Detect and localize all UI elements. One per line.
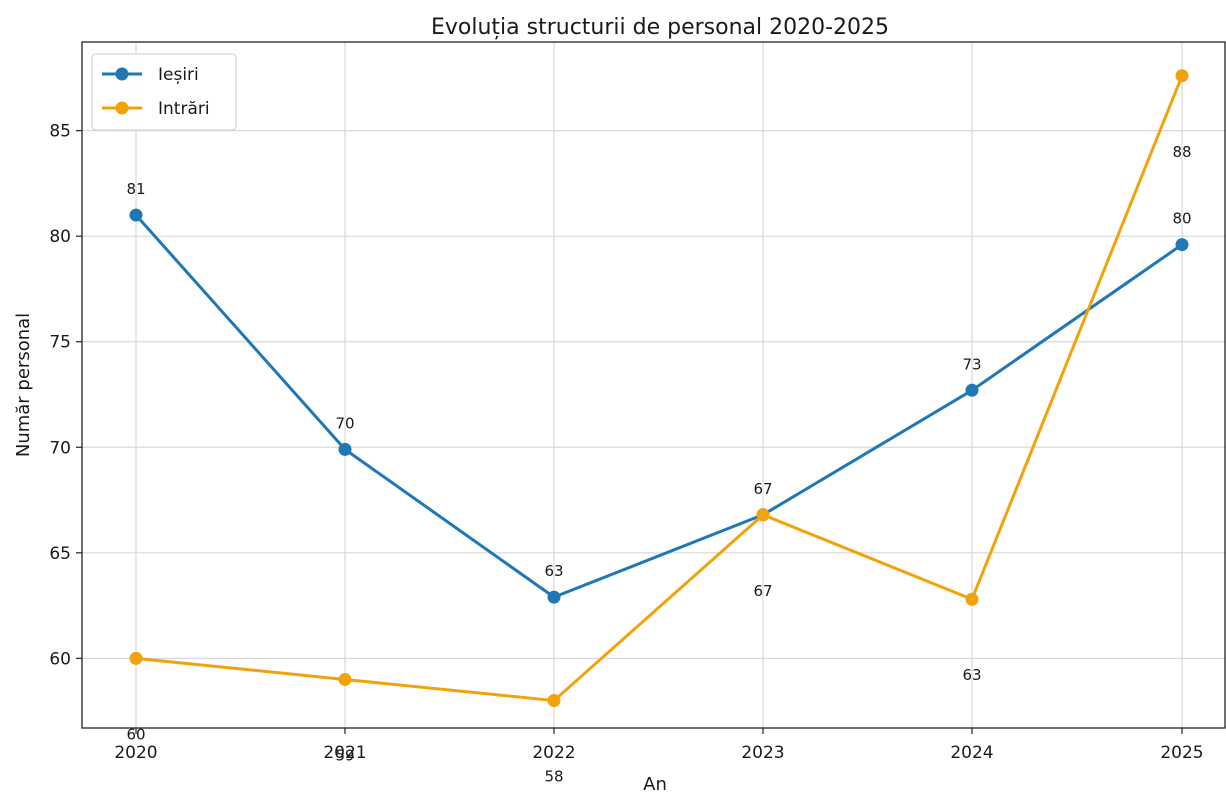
grid [82, 42, 1226, 728]
y-axis-ticks: 60 65 70 75 80 85 [49, 122, 82, 669]
legend: Ieșiri Intrări [91, 53, 237, 131]
data-label-intrari: 63 [962, 666, 981, 684]
legend-swatch-marker [115, 67, 129, 81]
series-line-iesiri [134, 214, 1183, 599]
data-label-iesiri: 81 [126, 180, 145, 198]
data-label-intrari: 58 [544, 768, 563, 786]
x-tick-label: 2025 [1160, 743, 1203, 763]
data-point [965, 383, 979, 397]
data-point [338, 442, 352, 456]
data-point [129, 208, 143, 222]
x-tick-label: 2022 [532, 743, 575, 763]
series-line-intrari [135, 75, 1184, 703]
data-label-iesiri: 73 [962, 355, 981, 373]
chart-title: Evoluția structurii de personal 2020-202… [431, 15, 889, 40]
data-label-intrari: 67 [753, 582, 772, 600]
plot-frame [81, 41, 1226, 729]
x-axis-title: An [643, 774, 667, 794]
y-tick-label: 60 [49, 649, 71, 669]
series-lines [129, 69, 1189, 708]
data-point [1175, 238, 1189, 252]
data-label-intrari: 88 [1172, 143, 1191, 161]
data-point [965, 592, 979, 606]
data-point [756, 508, 770, 522]
y-tick-label: 85 [49, 122, 71, 142]
data-point [547, 694, 561, 708]
y-tick-label: 70 [49, 438, 71, 458]
data-point [1175, 69, 1189, 83]
data-point [547, 590, 561, 604]
legend-label: Intrări [158, 99, 210, 119]
data-label-intrari: 59 [335, 746, 354, 764]
x-tick-label: 2021 [323, 743, 366, 763]
y-tick-label: 80 [49, 227, 71, 247]
data-label-iesiri: 63 [544, 562, 563, 580]
data-point [129, 651, 143, 665]
legend-label: Ieșiri [158, 65, 199, 85]
data-label-iesiri: 67 [753, 480, 772, 498]
data-point [338, 672, 352, 686]
x-tick-label: 2023 [741, 743, 784, 763]
legend-swatch-marker [115, 101, 129, 115]
data-label-iesiri: 80 [1172, 210, 1191, 228]
y-tick-label: 75 [49, 333, 71, 353]
x-tick-label: 2024 [950, 743, 993, 763]
data-label-intrari: 60 [126, 725, 145, 743]
data-label-iesiri: 70 [335, 414, 354, 432]
y-axis-title: Număr personal [13, 313, 34, 457]
data-labels: 81 70 63 67 73 80 60 59 58 67 63 88 [126, 143, 1191, 786]
x-tick-label: 2020 [114, 743, 157, 763]
x-axis-ticks: 2020 2021 2022 2023 2024 2025 [114, 728, 1204, 763]
y-tick-label: 65 [49, 544, 71, 564]
